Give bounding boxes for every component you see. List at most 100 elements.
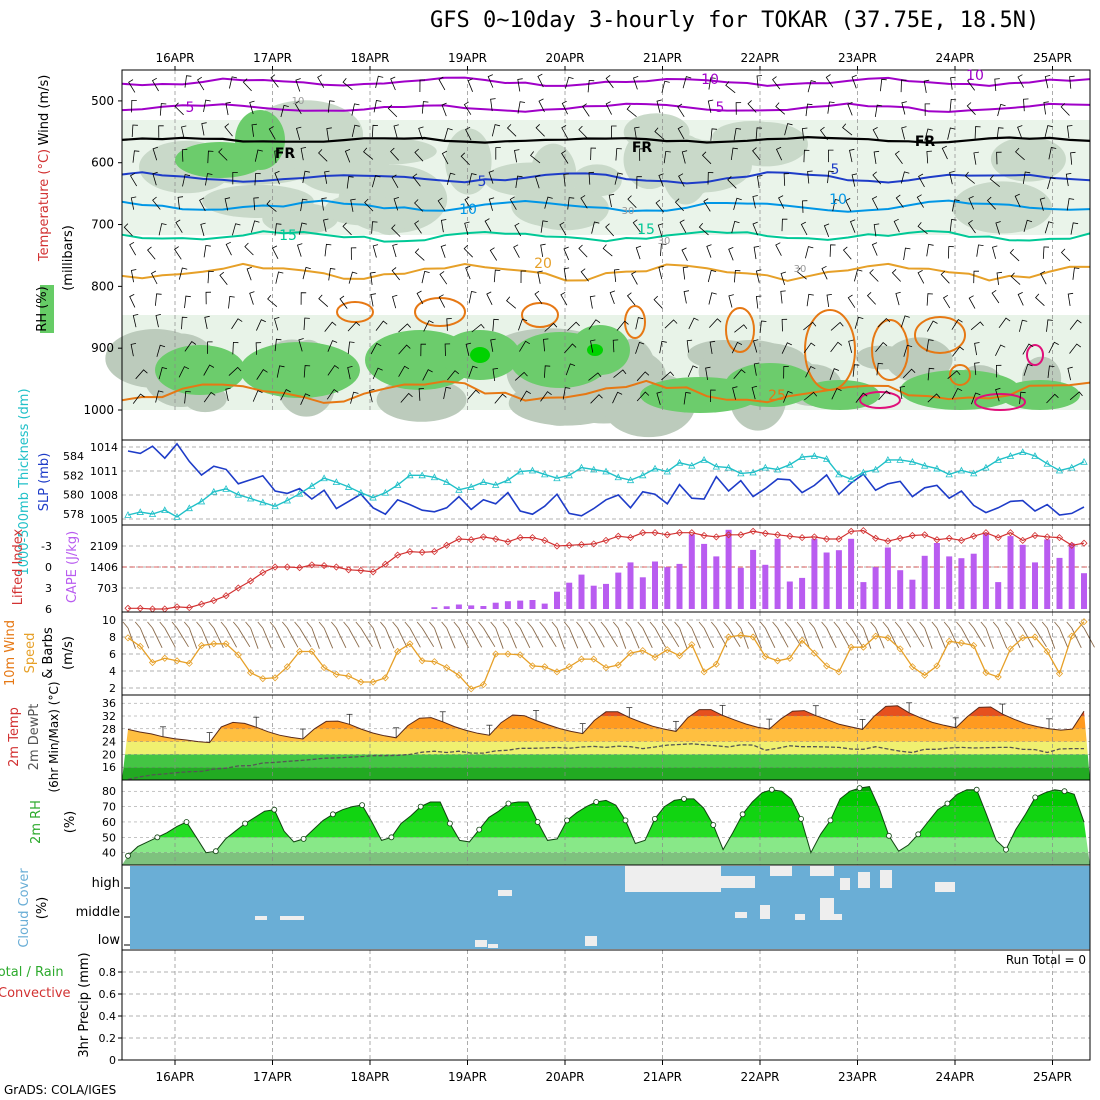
wind-barb-10m bbox=[360, 627, 373, 648]
wind-barb bbox=[159, 103, 167, 116]
lifted-index-point bbox=[933, 536, 941, 544]
wind-barb bbox=[344, 149, 351, 163]
wind-barb bbox=[674, 198, 684, 212]
thickness-point bbox=[810, 452, 819, 459]
wind-barb-flag bbox=[723, 621, 729, 629]
lifted-index-point bbox=[406, 548, 414, 556]
wind-barb-10m bbox=[764, 627, 776, 648]
wind-barb bbox=[588, 372, 602, 381]
wind-barb-10m bbox=[348, 627, 360, 648]
dewpoint-line bbox=[127, 743, 1084, 781]
precip-tick-label: 0 bbox=[109, 1054, 116, 1067]
wind-barb bbox=[326, 388, 339, 400]
contour-temp-10 bbox=[121, 199, 1091, 213]
wind-barb bbox=[495, 147, 501, 160]
wind-barb bbox=[605, 223, 614, 237]
wind-barb-flag bbox=[269, 621, 276, 629]
wind-barb bbox=[653, 295, 663, 309]
wind-barb bbox=[326, 127, 332, 141]
wind-barb bbox=[733, 369, 746, 380]
contour-label-blue: 5 bbox=[478, 174, 487, 190]
date-label-bottom: 19APR bbox=[448, 1070, 487, 1084]
wind-barb bbox=[894, 150, 903, 164]
wind-barb bbox=[588, 171, 595, 185]
cape-bar bbox=[774, 538, 781, 609]
wind-speed-point bbox=[332, 670, 340, 678]
lifted-index-point bbox=[136, 604, 144, 612]
wind-barb bbox=[364, 198, 374, 212]
thickness-point bbox=[859, 468, 868, 476]
wind-barb bbox=[351, 103, 360, 116]
cloud-cell bbox=[475, 940, 487, 947]
wind-barb-flag bbox=[478, 621, 484, 629]
cape-bar bbox=[995, 582, 1002, 609]
wind-barb bbox=[926, 293, 933, 306]
rh-point bbox=[212, 848, 219, 855]
rh-point bbox=[1061, 788, 1068, 795]
wind-barb bbox=[537, 73, 544, 88]
wind-barb-flag bbox=[220, 621, 227, 629]
wind-barb bbox=[440, 244, 447, 258]
wind-barb bbox=[207, 150, 214, 164]
wind-speed-point bbox=[614, 661, 622, 669]
temp-band bbox=[122, 728, 1090, 742]
date-label-top: 20APR bbox=[545, 51, 584, 65]
wind-barb-flag bbox=[196, 621, 202, 629]
wind-speed-point bbox=[1031, 633, 1039, 641]
temp-axis-label: 2m Temp bbox=[7, 707, 22, 767]
lifted-index-point bbox=[222, 592, 230, 600]
pressure-tick-label: 800 bbox=[91, 279, 114, 293]
wind-barb-flag bbox=[441, 621, 448, 629]
thickness-point bbox=[688, 461, 696, 469]
precip-axis-label: 3hr Precip (mm) bbox=[77, 952, 92, 1057]
wind-barb bbox=[602, 244, 613, 257]
thickness-point bbox=[442, 478, 451, 485]
wind-barb bbox=[626, 105, 637, 118]
wind-barb bbox=[543, 338, 549, 352]
wind-barb-10m bbox=[139, 627, 150, 649]
rh2m-axis-label: 2m RH bbox=[29, 800, 44, 844]
wind-barb bbox=[1069, 75, 1075, 89]
thickness-point bbox=[161, 506, 169, 514]
wind-barb bbox=[756, 175, 763, 189]
lifted-index-point bbox=[823, 535, 831, 543]
wind-barb bbox=[827, 170, 834, 184]
wind-barb bbox=[1044, 75, 1051, 89]
wind-barb bbox=[755, 127, 763, 140]
wind-barb bbox=[805, 103, 813, 117]
wind-barb bbox=[1017, 125, 1023, 139]
wind-barb bbox=[207, 270, 214, 284]
lifted-index-point bbox=[749, 527, 757, 535]
thickness-point bbox=[479, 478, 488, 485]
wind-barb bbox=[895, 194, 904, 208]
wind-barb-flag bbox=[294, 621, 300, 629]
slp-line bbox=[127, 442, 1085, 517]
wind-tick-label: 8 bbox=[109, 631, 116, 644]
thickness-point bbox=[418, 471, 426, 479]
wind-barb-10m bbox=[311, 627, 320, 649]
wind-barb-flag bbox=[882, 621, 889, 629]
lifted-index-point bbox=[1043, 533, 1051, 541]
wind-barb bbox=[530, 151, 541, 164]
wind-barb bbox=[871, 242, 878, 256]
wind-barb-10m bbox=[384, 627, 395, 649]
wind-barb-flag bbox=[392, 621, 398, 629]
lifted-index-point bbox=[798, 534, 806, 542]
wind-barb bbox=[538, 98, 545, 113]
cape-bar bbox=[786, 581, 793, 609]
lifted-index-point bbox=[639, 529, 647, 537]
wind-barb bbox=[923, 79, 930, 93]
wind-barb-flag bbox=[514, 621, 521, 629]
wind-barb bbox=[421, 270, 430, 284]
wind-barb-10m bbox=[299, 627, 312, 648]
wind-speed-point bbox=[921, 671, 929, 679]
wind-barb bbox=[251, 220, 260, 233]
temp-tick-label: 36 bbox=[102, 697, 116, 710]
wind-barb bbox=[967, 77, 976, 91]
lifted-index-point bbox=[210, 597, 218, 605]
date-label-bottom: 18APR bbox=[350, 1070, 389, 1084]
wind-barb bbox=[520, 270, 527, 284]
wind-barb bbox=[635, 341, 645, 354]
wind-barb bbox=[219, 271, 228, 286]
wind-barb bbox=[123, 223, 133, 237]
